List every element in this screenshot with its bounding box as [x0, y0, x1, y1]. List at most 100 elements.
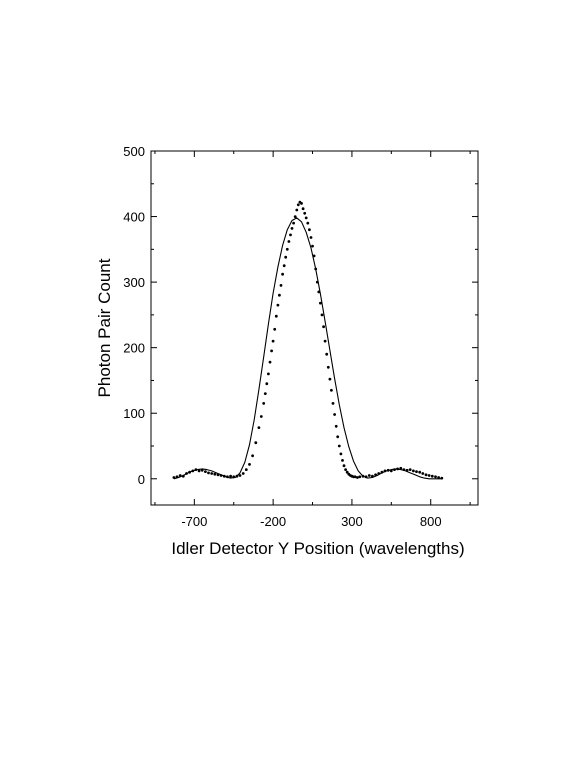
data-point	[304, 216, 308, 220]
y-axis-title: Photon Pair Count	[95, 258, 114, 397]
data-point	[309, 236, 313, 239]
y-tick-label: 0	[138, 472, 145, 487]
data-point	[279, 284, 283, 287]
data-point	[287, 240, 291, 243]
data-point	[232, 475, 236, 479]
data-point	[345, 470, 349, 474]
data-point	[367, 474, 371, 477]
data-point	[251, 454, 255, 458]
data-point	[421, 472, 425, 475]
x-tick-label: 800	[420, 514, 442, 529]
data-point	[293, 215, 297, 219]
data-point	[371, 474, 374, 478]
data-point	[415, 470, 418, 473]
data-point	[270, 349, 273, 353]
data-point	[207, 471, 210, 475]
data-point	[323, 339, 327, 343]
data-point	[235, 474, 239, 478]
data-point	[248, 463, 251, 466]
data-point	[326, 365, 330, 369]
x-tick-label: -700	[181, 514, 207, 529]
data-point	[393, 468, 396, 471]
data-point	[229, 474, 233, 478]
x-tick-label: 300	[341, 514, 363, 529]
data-point	[383, 469, 387, 473]
y-tick-label: 400	[123, 210, 145, 225]
data-point	[263, 392, 267, 395]
data-point	[274, 314, 278, 318]
data-point	[325, 352, 329, 356]
data-point	[265, 382, 269, 386]
data-point	[267, 372, 270, 376]
data-point	[172, 476, 176, 479]
data-point	[210, 472, 214, 475]
tick-labels: 0 100 200 300 400 500 -700 -200 300 800	[123, 144, 441, 529]
data-point	[292, 221, 295, 225]
data-point	[276, 303, 280, 307]
data-point	[337, 444, 341, 448]
data-point	[308, 228, 311, 232]
data-point	[244, 468, 248, 471]
data-point	[238, 474, 242, 477]
data-point	[222, 474, 226, 478]
data-point	[374, 473, 377, 477]
data-point	[181, 474, 185, 478]
data-point	[194, 468, 198, 471]
data-point	[241, 472, 245, 475]
data-point	[330, 388, 333, 392]
data-point	[271, 339, 275, 343]
axis-ticks	[151, 150, 478, 505]
data-point	[361, 474, 365, 478]
data-point	[303, 211, 307, 215]
data-point	[440, 476, 444, 480]
y-tick-label: 100	[123, 406, 145, 421]
data-point	[213, 472, 217, 476]
data-point	[317, 290, 321, 294]
data-point	[204, 470, 207, 473]
data-point	[257, 426, 261, 429]
data-point	[282, 264, 286, 268]
fit-curve-line	[173, 217, 442, 480]
data-point	[322, 325, 325, 329]
data-point	[311, 244, 314, 248]
data-point	[200, 468, 204, 472]
data-point	[364, 475, 368, 479]
data-point	[216, 473, 220, 477]
data-point	[312, 254, 316, 258]
data-point	[226, 475, 229, 479]
data-point	[342, 464, 346, 468]
data-point	[334, 424, 338, 428]
data-point	[386, 468, 390, 472]
data-point	[437, 476, 440, 479]
data-point	[402, 468, 406, 471]
data-point	[408, 468, 412, 471]
fit-curve	[173, 217, 442, 480]
data-point	[405, 468, 409, 472]
data-point	[315, 280, 319, 284]
data-point	[412, 469, 415, 473]
data-point	[268, 360, 272, 364]
data-point	[306, 221, 310, 225]
data-point	[430, 474, 434, 478]
x-tick-label: -200	[260, 514, 286, 529]
data-point	[389, 469, 393, 473]
y-tick-label: 200	[123, 341, 145, 356]
data-point	[314, 267, 318, 271]
data-point	[300, 202, 303, 205]
data-point	[427, 474, 431, 477]
data-point	[197, 469, 201, 473]
data-point	[296, 203, 300, 207]
data-point	[284, 255, 288, 259]
data-point	[273, 327, 277, 331]
data-points	[172, 200, 444, 480]
data-point	[319, 301, 322, 305]
data-point	[418, 470, 422, 474]
data-point	[356, 476, 359, 479]
data-point	[434, 475, 437, 479]
data-point	[353, 475, 357, 479]
data-point	[191, 469, 195, 473]
data-point	[336, 435, 340, 439]
data-point	[219, 474, 223, 477]
data-point	[178, 474, 182, 477]
